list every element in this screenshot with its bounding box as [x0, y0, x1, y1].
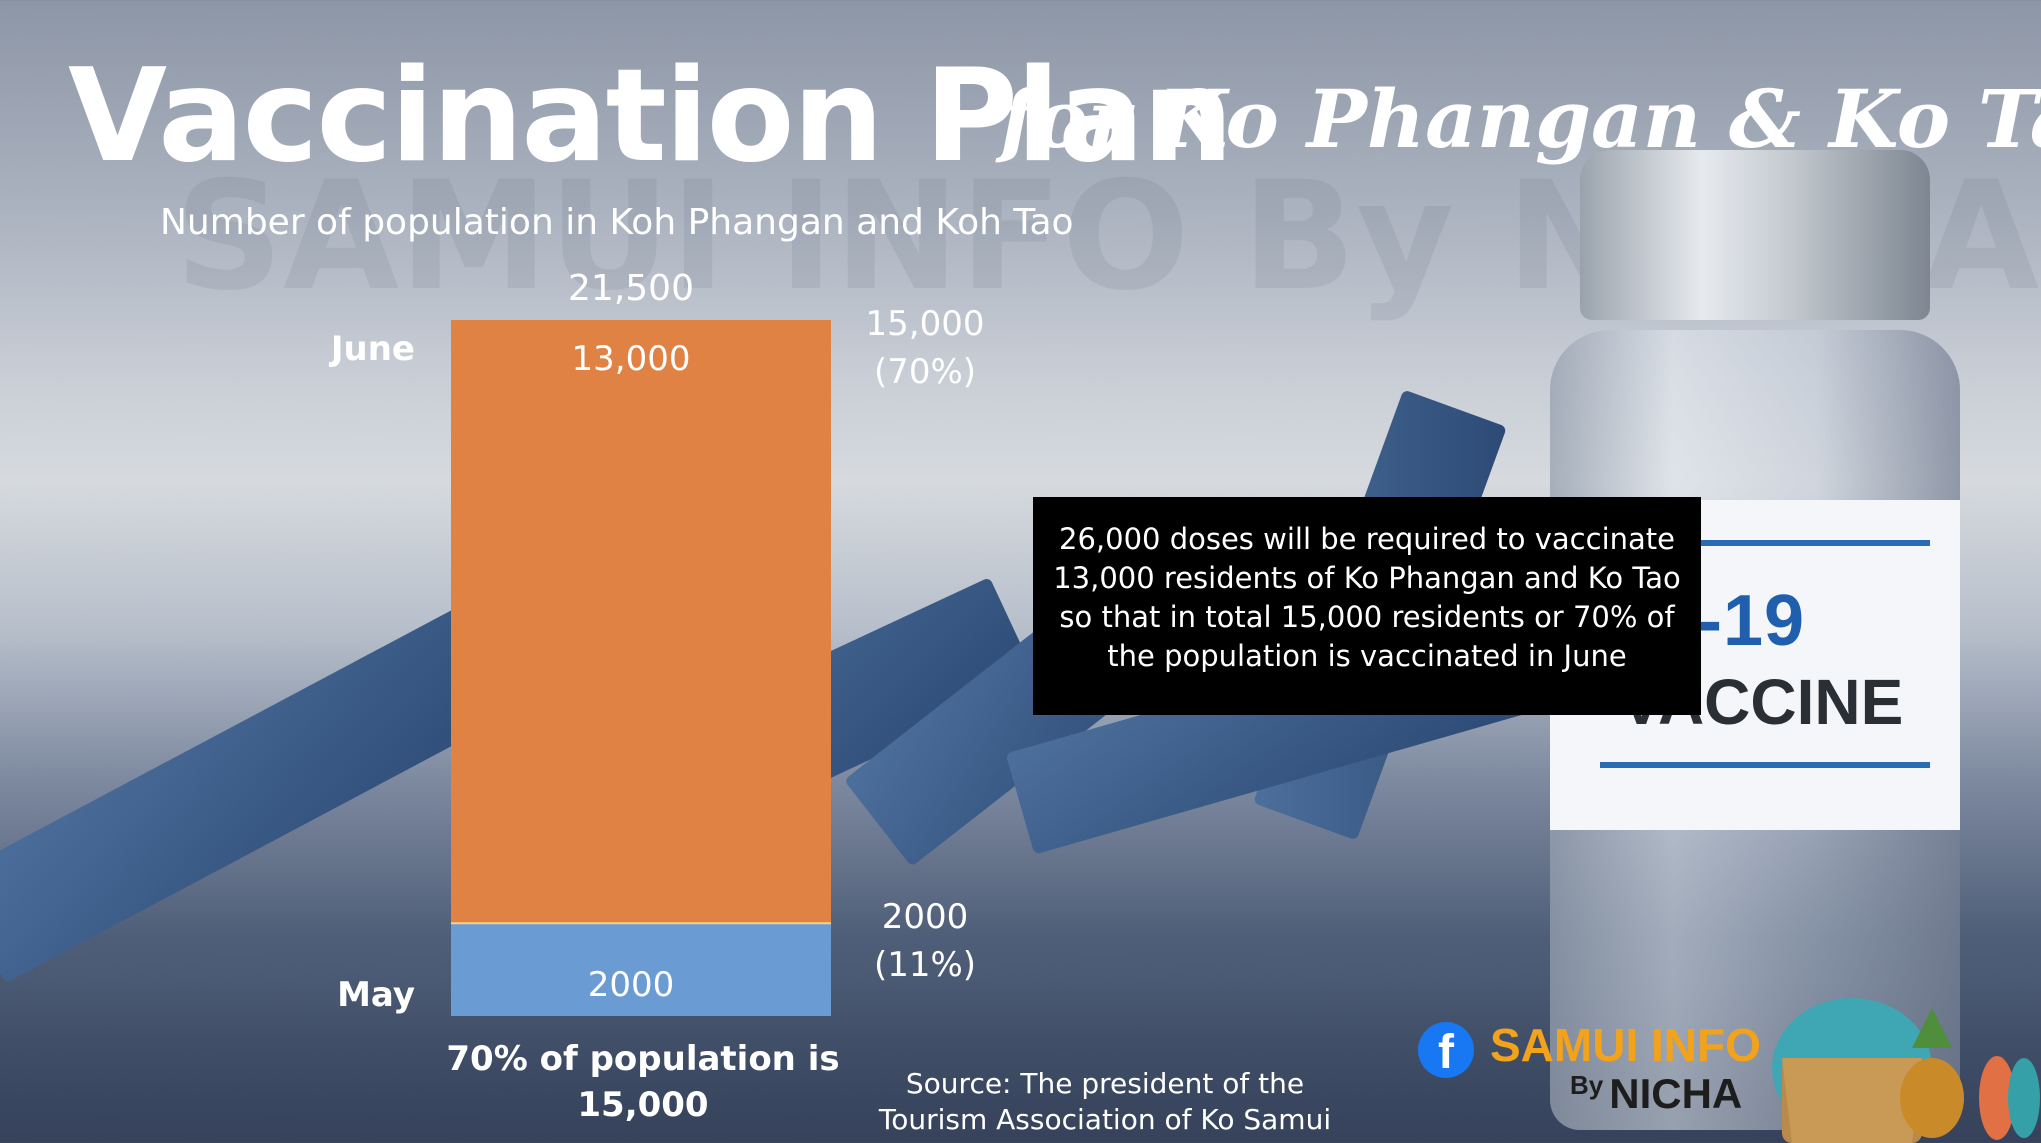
facebook-icon[interactable]: f: [1418, 1022, 1474, 1079]
vial-label-line: [1600, 540, 1930, 546]
info-callout: 26,000 doses will be required to vaccina…: [1033, 497, 1701, 715]
total-label: 21,500: [568, 268, 694, 309]
bar-value-label: 2000: [588, 965, 675, 1005]
source-line: Tourism Association of Ko Samui: [878, 1103, 1332, 1136]
page-title: Vaccination Plan: [68, 42, 1233, 191]
brand-name: SAMUI INFO: [1490, 1019, 1761, 1071]
cumulative-percent: (11%): [874, 945, 976, 985]
bar-segment-may: [451, 923, 831, 1016]
source-text: Source: The president of the Tourism Ass…: [860, 1066, 1350, 1138]
category-label: May: [337, 975, 415, 1015]
vial-cap: [1580, 150, 1930, 320]
footer-value: 15,000: [577, 1085, 708, 1125]
source-line: Source: The president of the: [905, 1067, 1305, 1100]
beach-bag-illustration: [1772, 998, 2040, 1143]
vial-label-line: [1600, 762, 1930, 768]
bar-value-label: 13,000: [572, 339, 691, 379]
brand-author: NICHA: [1609, 1070, 1743, 1117]
page-subtitle: for Ko Phangan & Ko Tao: [1000, 72, 2041, 166]
cumulative-label: 15,000: [866, 304, 985, 344]
bar-segment-june: [451, 320, 831, 924]
chart-title: Number of population in Koh Phangan and …: [160, 202, 1074, 243]
footer-label: 70% of population is: [446, 1039, 839, 1079]
cumulative-label: 2000: [882, 897, 969, 937]
brand-by: By: [1570, 1070, 1604, 1100]
category-label: June: [329, 329, 415, 369]
brand-byline: By NICHA: [1570, 1070, 1742, 1118]
cumulative-percent: (70%): [874, 352, 976, 392]
